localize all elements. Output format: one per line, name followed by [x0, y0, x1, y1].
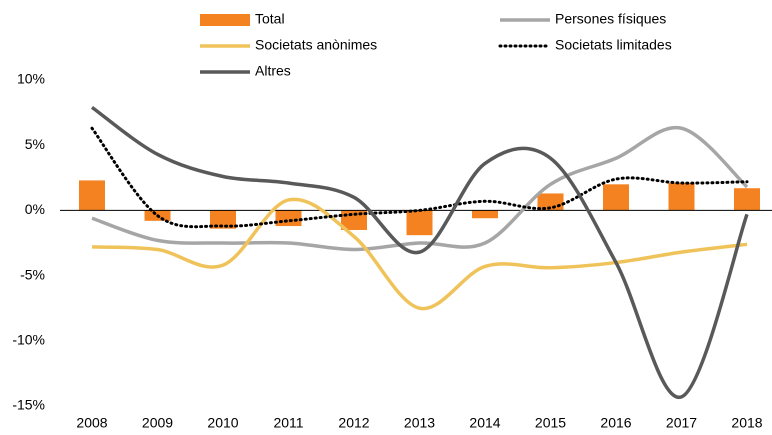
- bar: [472, 210, 498, 219]
- y-tick-label: -15%: [12, 397, 45, 413]
- bar: [79, 180, 105, 211]
- x-tick-label: 2011: [273, 415, 303, 431]
- bar: [668, 183, 695, 211]
- x-tick-label: 2013: [404, 415, 435, 431]
- line-series: [91, 125, 749, 252]
- y-tick-label: -5%: [20, 266, 45, 282]
- x-tick-label: 2015: [535, 415, 566, 431]
- y-tick-label: 0%: [25, 201, 45, 217]
- legend-label: Societats limitades: [555, 37, 672, 53]
- bar: [406, 210, 433, 236]
- x-tick-label: 2017: [666, 415, 697, 431]
- x-tick-label: 2008: [76, 415, 107, 431]
- x-tick-label: 2014: [469, 415, 500, 431]
- y-tick-label: -10%: [12, 332, 45, 348]
- legend-label: Altres: [255, 63, 291, 79]
- x-tick-label: 2016: [600, 415, 631, 431]
- y-tick-label: 5%: [25, 136, 45, 152]
- line-series: [90, 126, 749, 229]
- legend-label: Persones físiques: [555, 11, 666, 27]
- bar: [210, 210, 236, 229]
- bar: [734, 188, 760, 211]
- x-tick-label: 2010: [207, 415, 238, 431]
- legend-swatch: [200, 14, 250, 26]
- legend-label: Total: [255, 11, 285, 27]
- line-series: [90, 105, 749, 399]
- legend-label: Societats anònimes: [255, 37, 377, 53]
- y-tick-label: 10%: [17, 71, 45, 87]
- x-tick-label: 2018: [731, 415, 762, 431]
- x-tick-label: 2009: [142, 415, 173, 431]
- bar: [603, 184, 629, 211]
- x-tick-label: 2012: [338, 415, 369, 431]
- line-series: [91, 197, 748, 311]
- bar: [275, 210, 302, 227]
